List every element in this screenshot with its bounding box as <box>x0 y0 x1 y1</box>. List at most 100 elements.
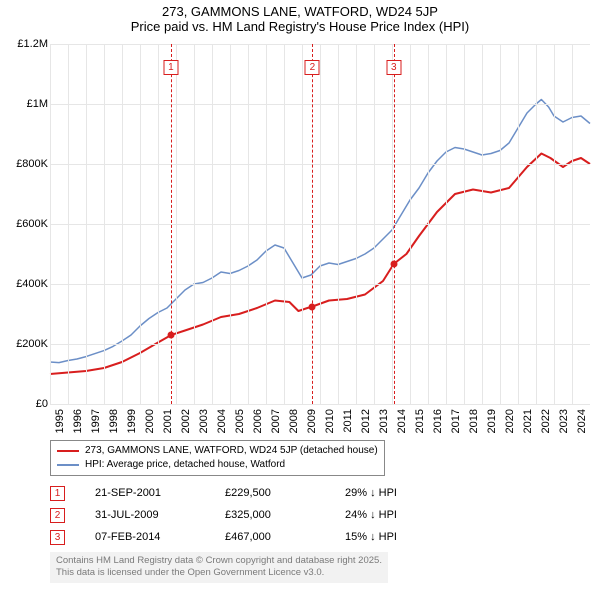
gridline-v <box>176 44 177 404</box>
sales-table: 1 21-SEP-2001£229,50029% ↓ HPI 231-JUL-200… <box>50 482 465 548</box>
x-axis-label: 2022 <box>540 409 552 439</box>
chart-plot-area: £0£200K£400K£600K£800K£1M£1.2M1995199619… <box>50 44 590 404</box>
gridline-v <box>518 44 519 404</box>
gridline-v <box>572 44 573 404</box>
y-axis-label: £0 <box>2 398 48 410</box>
y-axis-label: £400K <box>2 278 48 290</box>
sale-date: 31-JUL-2009 <box>95 509 225 521</box>
legend-row-price: 273, GAMMONS LANE, WATFORD, WD24 5JP (de… <box>57 444 378 458</box>
x-axis-label: 2002 <box>180 409 192 439</box>
x-axis-label: 1998 <box>108 409 120 439</box>
gridline-v <box>248 44 249 404</box>
y-axis-label: £1M <box>2 98 48 110</box>
y-axis-label: £600K <box>2 218 48 230</box>
x-axis-label: 2004 <box>216 409 228 439</box>
x-axis-label: 2007 <box>270 409 282 439</box>
gridline-v <box>104 44 105 404</box>
gridline-v <box>464 44 465 404</box>
sale-dot-3 <box>390 260 397 267</box>
x-axis-label: 2010 <box>324 409 336 439</box>
x-axis-label: 1995 <box>54 409 66 439</box>
x-axis-label: 2003 <box>198 409 210 439</box>
gridline-v <box>122 44 123 404</box>
x-axis-label: 2019 <box>486 409 498 439</box>
sale-price: £229,500 <box>225 487 345 499</box>
y-axis-label: £800K <box>2 158 48 170</box>
x-axis-label: 2006 <box>252 409 264 439</box>
sale-delta: 24% ↓ HPI <box>345 509 465 521</box>
gridline-v <box>356 44 357 404</box>
gridline-v <box>230 44 231 404</box>
gridline-v <box>158 44 159 404</box>
x-axis-label: 2009 <box>306 409 318 439</box>
x-axis-label: 2023 <box>558 409 570 439</box>
chart-title-block: 273, GAMMONS LANE, WATFORD, WD24 5JP Pri… <box>0 0 600 34</box>
legend-label-price: 273, GAMMONS LANE, WATFORD, WD24 5JP (de… <box>85 444 378 458</box>
sale-marker-2: 2 <box>305 60 320 75</box>
sale-dot-1 <box>167 332 174 339</box>
gridline-v <box>194 44 195 404</box>
sale-row: 1 21-SEP-2001£229,50029% ↓ HPI <box>50 482 465 504</box>
sale-price: £325,000 <box>225 509 345 521</box>
legend-label-hpi: HPI: Average price, detached house, Watf… <box>85 458 285 472</box>
x-axis-label: 2024 <box>576 409 588 439</box>
gridline-v <box>338 44 339 404</box>
gridline-v <box>500 44 501 404</box>
legend-swatch-price <box>57 450 79 453</box>
x-axis-label: 2021 <box>522 409 534 439</box>
x-axis-label: 1996 <box>72 409 84 439</box>
gridline-h <box>50 404 590 405</box>
gridline-v <box>68 44 69 404</box>
y-axis-label: £200K <box>2 338 48 350</box>
gridline-v <box>86 44 87 404</box>
sale-delta: 15% ↓ HPI <box>345 531 465 543</box>
gridline-v <box>302 44 303 404</box>
x-axis-label: 2015 <box>414 409 426 439</box>
legend: 273, GAMMONS LANE, WATFORD, WD24 5JP (de… <box>50 440 385 476</box>
x-axis-label: 1997 <box>90 409 102 439</box>
y-axis-label: £1.2M <box>2 38 48 50</box>
footer-attribution: Contains HM Land Registry data © Crown c… <box>50 552 388 583</box>
sale-dot-2 <box>309 303 316 310</box>
x-axis-label: 2008 <box>288 409 300 439</box>
x-axis-label: 2020 <box>504 409 516 439</box>
sale-date: 07-FEB-2014 <box>95 531 225 543</box>
sale-delta: 29% ↓ HPI <box>345 487 465 499</box>
gridline-v <box>266 44 267 404</box>
gridline-v <box>284 44 285 404</box>
legend-swatch-hpi <box>57 464 79 466</box>
sale-row: 231-JUL-2009£325,00024% ↓ HPI <box>50 504 465 526</box>
x-axis-label: 2001 <box>162 409 174 439</box>
x-axis-label: 2011 <box>342 409 354 439</box>
x-axis-label: 2000 <box>144 409 156 439</box>
gridline-v <box>554 44 555 404</box>
x-axis-label: 2016 <box>432 409 444 439</box>
sale-marker: 1 <box>50 486 65 501</box>
footer-line2: This data is licensed under the Open Gov… <box>56 567 382 579</box>
x-axis-label: 2017 <box>450 409 462 439</box>
x-axis-label: 2013 <box>378 409 390 439</box>
sale-row: 3 07-FEB-2014£467,00015% ↓ HPI <box>50 526 465 548</box>
x-axis-label: 2018 <box>468 409 480 439</box>
gridline-v <box>428 44 429 404</box>
footer-line1: Contains HM Land Registry data © Crown c… <box>56 555 382 567</box>
sale-price: £467,000 <box>225 531 345 543</box>
chart-title-main: 273, GAMMONS LANE, WATFORD, WD24 5JP <box>0 4 600 19</box>
chart-title-sub: Price paid vs. HM Land Registry's House … <box>0 19 600 34</box>
sale-vline <box>171 44 172 404</box>
x-axis-label: 2014 <box>396 409 408 439</box>
x-axis-label: 1999 <box>126 409 138 439</box>
sale-vline <box>312 44 313 404</box>
sale-marker-1: 1 <box>163 60 178 75</box>
gridline-v <box>140 44 141 404</box>
gridline-v <box>374 44 375 404</box>
x-axis-label: 2005 <box>234 409 246 439</box>
sale-marker: 3 <box>50 530 65 545</box>
gridline-v <box>50 44 51 404</box>
gridline-v <box>212 44 213 404</box>
gridline-v <box>410 44 411 404</box>
gridline-v <box>536 44 537 404</box>
sale-marker-3: 3 <box>386 60 401 75</box>
sale-date: 21-SEP-2001 <box>95 487 225 499</box>
legend-row-hpi: HPI: Average price, detached house, Watf… <box>57 458 378 472</box>
